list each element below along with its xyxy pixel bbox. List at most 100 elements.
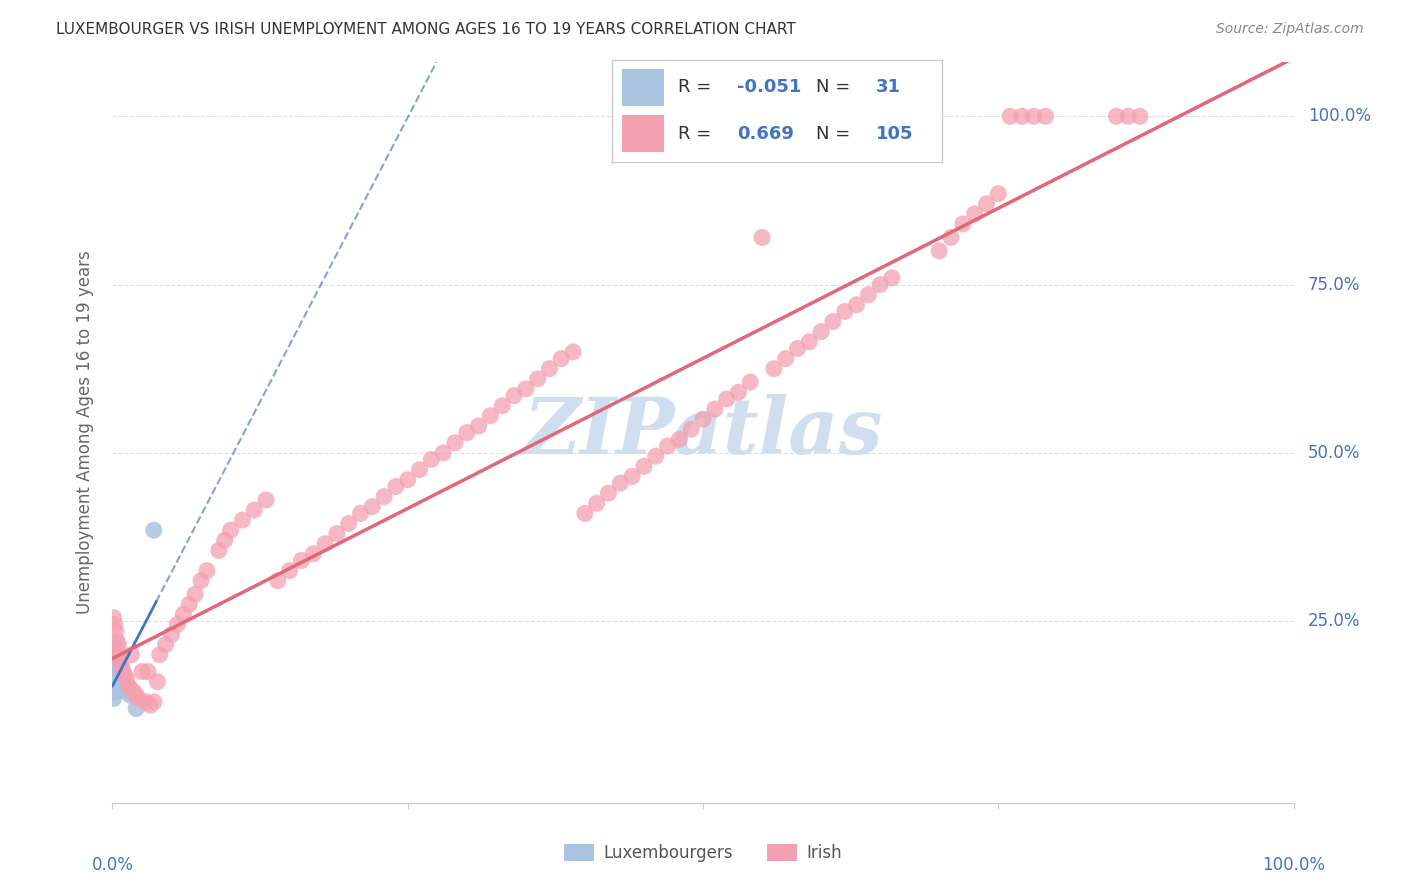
Point — [108, 651, 131, 665]
Point — [103, 665, 125, 679]
Point — [939, 230, 962, 244]
Point — [105, 657, 128, 672]
Point — [408, 462, 430, 476]
Point — [105, 634, 128, 648]
Text: Source: ZipAtlas.com: Source: ZipAtlas.com — [1216, 22, 1364, 37]
Point — [254, 492, 277, 507]
Point — [503, 389, 526, 403]
Point — [858, 287, 880, 301]
Text: 75.0%: 75.0% — [1308, 276, 1360, 293]
Text: 100.0%: 100.0% — [1263, 856, 1324, 874]
Point — [1105, 109, 1128, 123]
Point — [108, 671, 131, 685]
Point — [1011, 109, 1033, 123]
Point — [928, 244, 950, 258]
Point — [526, 372, 548, 386]
Point — [609, 476, 631, 491]
Point — [105, 640, 128, 655]
Point — [998, 109, 1021, 123]
Point — [775, 351, 797, 366]
Point — [657, 439, 679, 453]
Point — [290, 553, 312, 567]
Point — [550, 351, 572, 366]
Point — [142, 695, 165, 709]
Point — [190, 574, 212, 588]
Point — [834, 304, 856, 318]
Point — [574, 507, 596, 521]
Point — [727, 385, 749, 400]
Point — [105, 640, 128, 655]
Point — [131, 665, 153, 679]
Point — [243, 503, 266, 517]
Point — [107, 655, 129, 669]
Point — [149, 648, 172, 662]
Point — [104, 661, 127, 675]
Text: 25.0%: 25.0% — [1308, 612, 1360, 630]
Point — [621, 469, 644, 483]
Point — [139, 698, 162, 713]
Point — [302, 547, 325, 561]
Point — [562, 344, 585, 359]
Point — [105, 651, 128, 665]
Point — [231, 513, 253, 527]
FancyBboxPatch shape — [621, 69, 665, 106]
Point — [155, 638, 177, 652]
Text: 0.669: 0.669 — [737, 125, 794, 143]
Point — [103, 685, 125, 699]
Point — [146, 674, 169, 689]
Point — [111, 661, 134, 675]
Point — [740, 375, 762, 389]
Point — [195, 564, 218, 578]
Point — [108, 661, 131, 675]
Point — [456, 425, 478, 440]
Point — [692, 412, 714, 426]
Point — [112, 668, 135, 682]
Point — [952, 217, 974, 231]
Point — [219, 523, 242, 537]
Point — [467, 418, 489, 433]
Point — [115, 685, 138, 699]
Point — [821, 315, 844, 329]
Point — [107, 665, 129, 679]
Point — [104, 671, 127, 685]
Point — [762, 361, 785, 376]
Point — [103, 611, 125, 625]
Point — [172, 607, 194, 622]
Point — [104, 617, 127, 632]
Point — [110, 657, 132, 672]
Point — [110, 665, 132, 679]
Point — [104, 685, 127, 699]
Point — [105, 668, 128, 682]
Point — [122, 685, 145, 699]
Point — [105, 648, 128, 662]
Point — [112, 678, 135, 692]
Point — [337, 516, 360, 531]
Text: N =: N = — [817, 125, 856, 143]
Text: 50.0%: 50.0% — [1308, 444, 1360, 462]
Point — [105, 681, 128, 696]
Point — [479, 409, 502, 423]
Point — [644, 449, 666, 463]
Point — [845, 298, 868, 312]
Point — [104, 648, 127, 662]
Point — [515, 382, 537, 396]
Point — [160, 627, 183, 641]
Point — [179, 597, 201, 611]
Point — [314, 536, 336, 550]
Point — [810, 325, 832, 339]
Point — [326, 526, 349, 541]
Point — [105, 661, 128, 675]
Point — [142, 523, 165, 537]
Point — [184, 587, 207, 601]
Point — [716, 392, 738, 406]
Point — [103, 691, 125, 706]
Point — [1129, 109, 1152, 123]
Point — [166, 617, 188, 632]
Text: 100.0%: 100.0% — [1308, 107, 1371, 125]
Point — [120, 688, 142, 702]
Text: 31: 31 — [876, 78, 901, 96]
Point — [214, 533, 236, 548]
Point — [120, 681, 142, 696]
Point — [120, 648, 142, 662]
Point — [125, 701, 148, 715]
